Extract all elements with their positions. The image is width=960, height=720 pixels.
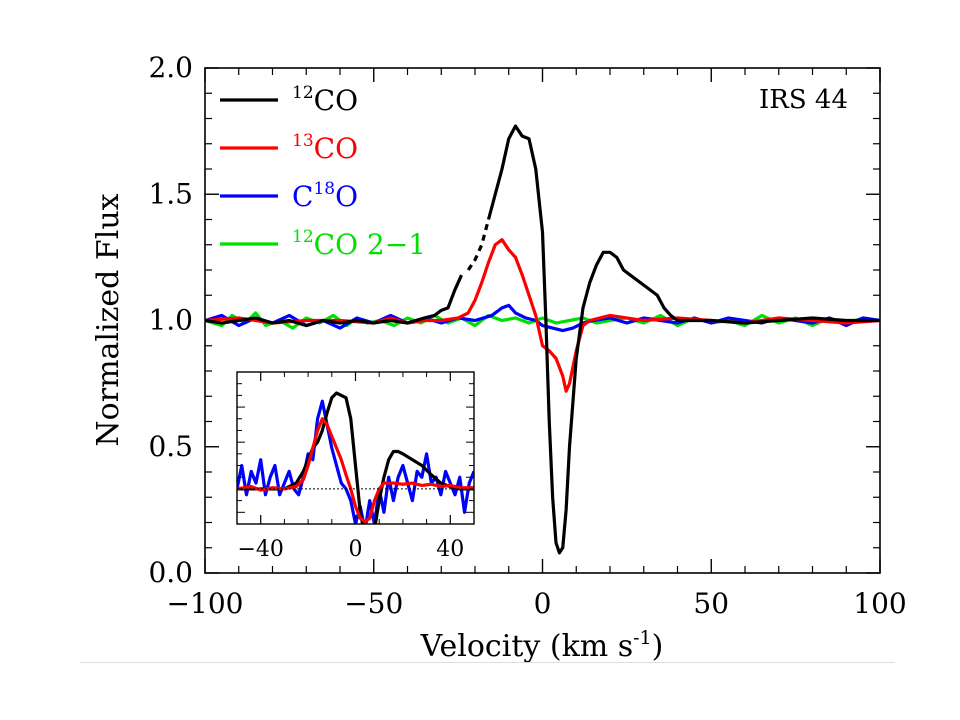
bottom-divider	[80, 662, 895, 663]
inset-background	[237, 372, 474, 524]
y-tick-label: 2.0	[148, 51, 193, 84]
main-plot: −100 −50 0 50 100 0.0 0.5 1.0 1.5 2.0 12CO 13CO C1…	[91, 51, 907, 664]
y-axis-label: Normalized Flux	[91, 193, 126, 446]
inset-x-tick-label: −40	[237, 537, 283, 562]
series-layer	[204, 124, 881, 555]
series-line-0	[486, 124, 880, 555]
x-axis-label-main: Velocity (km s	[420, 629, 634, 664]
y-tick-labels: 0.0 0.5 1.0 1.5 2.0	[148, 51, 193, 589]
axis-minor-ticks	[205, 68, 880, 573]
x-tick-label: 50	[693, 587, 729, 620]
y-tick-label: 1.5	[148, 177, 193, 210]
y-tick-label: 0.0	[148, 556, 193, 589]
inset-x-tick-label: 0	[349, 537, 363, 562]
x-axis-label-sup: -1	[633, 627, 652, 649]
y-tick-label: 0.5	[148, 430, 193, 463]
x-tick-label: −100	[167, 587, 244, 620]
legend-label: 12CO 2−1	[292, 227, 426, 261]
x-tick-label: 100	[853, 587, 906, 620]
legend: 12CO 13CO C18O 12CO 2−1	[220, 83, 426, 261]
annotation-label: IRS 44	[759, 85, 848, 115]
series-line-0	[466, 219, 491, 271]
inset-ticks	[236, 372, 475, 524]
legend-label: 12CO	[292, 83, 358, 117]
inset-plot: −40 0 40	[236, 371, 475, 562]
legend-label: 13CO	[292, 131, 358, 165]
x-tick-label: 0	[534, 587, 552, 620]
inset-x-tick-label: 40	[436, 537, 464, 562]
x-axis-label: Velocity (km s-1)	[420, 627, 664, 664]
x-axis-label-tail: )	[652, 629, 664, 664]
y-tick-label: 1.0	[148, 304, 193, 337]
x-tick-labels: −100 −50 0 50 100	[167, 587, 907, 620]
x-tick-label: −50	[344, 587, 403, 620]
legend-label: C18O	[292, 179, 358, 213]
series-line-0	[204, 274, 463, 328]
inset-tick-labels: −40 0 40	[237, 537, 464, 562]
